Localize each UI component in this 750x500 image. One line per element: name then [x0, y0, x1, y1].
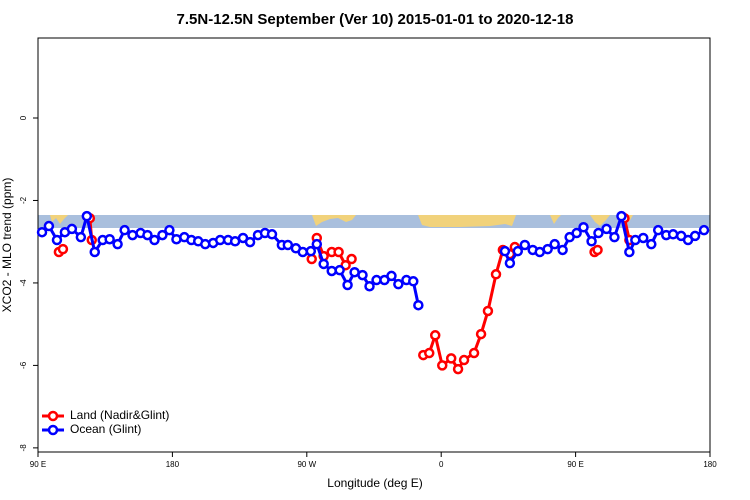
data-point [452, 363, 464, 375]
data-point [266, 229, 278, 240]
data-point [393, 278, 404, 290]
data-point [445, 353, 457, 364]
data-point [578, 222, 589, 233]
data-point [571, 227, 582, 239]
data-point [334, 264, 345, 276]
data-point [149, 234, 160, 246]
data-point [468, 347, 480, 359]
data-point [364, 280, 375, 292]
data-point [51, 234, 63, 246]
data-point [424, 347, 435, 359]
data-point [81, 210, 93, 222]
land-shape [418, 215, 516, 227]
land-shape [590, 215, 610, 226]
data-point [458, 354, 470, 366]
data-point [297, 246, 309, 258]
data-point [652, 224, 664, 236]
data-point [89, 246, 100, 258]
data-point [592, 244, 603, 256]
data-point [646, 238, 657, 250]
data-point [609, 231, 620, 243]
data-point [637, 232, 649, 244]
data-point [689, 230, 701, 242]
legend-label: Land (Nadir&Glint) [70, 408, 169, 422]
y-tick-label: -2 [19, 196, 28, 204]
data-point [549, 238, 560, 250]
land-strip [38, 215, 710, 228]
data-point [305, 245, 317, 257]
data-point [66, 223, 78, 235]
data-point [43, 220, 55, 232]
y-tick-label: -6 [19, 361, 28, 369]
data-point [346, 253, 357, 265]
data-point [504, 257, 516, 269]
data-point [386, 270, 397, 282]
data-point [429, 330, 441, 341]
data-point [408, 276, 419, 287]
x-tick-label: 90 E [30, 460, 46, 469]
data-point [244, 236, 256, 248]
plot-frame [37, 37, 711, 453]
data-point [127, 229, 138, 241]
data-point [112, 238, 123, 250]
data-point [482, 305, 494, 317]
data-point [557, 244, 568, 256]
data-point [75, 231, 87, 243]
land-shape [550, 215, 561, 224]
data-point [593, 227, 604, 239]
data-point [357, 269, 368, 281]
data-point [57, 243, 69, 255]
data-point [142, 229, 153, 241]
data-point [542, 243, 553, 255]
data-point [311, 238, 323, 250]
data-point [519, 239, 531, 251]
data-point [333, 246, 344, 258]
legend-label: Ocean (Glint) [70, 422, 141, 436]
data-point [157, 229, 168, 241]
land-shape [50, 215, 68, 224]
data-point [475, 328, 487, 340]
y-tick-label: 0 [19, 115, 28, 120]
land-shape [312, 215, 356, 226]
x-tick-label: 90 E [567, 460, 583, 469]
x-tick-label: 0 [439, 460, 444, 469]
data-point [200, 238, 211, 250]
data-point [436, 360, 448, 371]
y-tick-label: -4 [19, 279, 28, 287]
data-point [512, 245, 524, 257]
x-tick-label: 180 [166, 460, 180, 469]
y-tick-label: -8 [19, 444, 28, 452]
data-point [342, 279, 353, 291]
data-point [318, 258, 329, 270]
data-point [36, 226, 48, 238]
data-point [104, 233, 115, 245]
data-point [586, 236, 597, 247]
x-tick-label: 180 [703, 460, 717, 469]
data-point [282, 239, 294, 251]
ocean-band [38, 215, 710, 228]
series-line [58, 217, 631, 371]
data-point [624, 246, 635, 258]
data-point [490, 269, 502, 280]
y-axis-label: XCO2 - MLO trend (ppm) [0, 178, 14, 313]
data-point [119, 224, 130, 236]
data-point [164, 224, 175, 236]
data-point [413, 299, 424, 311]
data-point [698, 224, 710, 236]
data-point [616, 210, 627, 222]
x-tick-label: 90 W [297, 460, 316, 469]
legend-marker [47, 410, 59, 422]
data-point [601, 223, 612, 235]
data-point [499, 245, 511, 257]
data-point [667, 229, 679, 240]
x-axis-label: Longitude (deg E) [327, 476, 422, 490]
chart-title: 7.5N-12.5N September (Ver 10) 2015-01-01… [177, 11, 574, 28]
legend-marker [47, 424, 59, 436]
